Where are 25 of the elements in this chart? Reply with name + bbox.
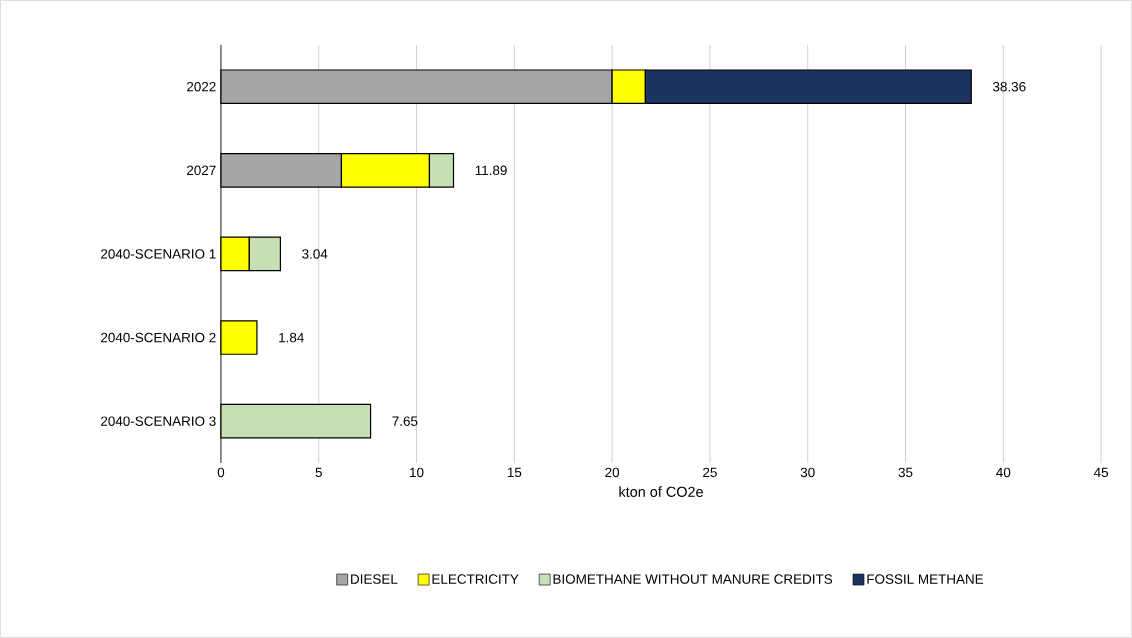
y-tick-label: 2040-SCENARIO 1: [101, 249, 216, 259]
x-tick-label: 5: [315, 467, 322, 478]
total-label: 1.84: [279, 332, 304, 343]
x-tick-label: 10: [410, 467, 424, 478]
y-tick-label: 2040-SCENARIO 3: [101, 416, 216, 426]
legend-label: BIOMETHANE WITHOUT MANURE CREDITS: [553, 574, 833, 584]
total-label: 7.65: [392, 416, 418, 426]
x-tick-label: 0: [217, 467, 225, 478]
x-tick-label: 25: [703, 467, 717, 478]
x-axis-title: kton of CO2e: [619, 486, 703, 497]
x-tick-label: 45: [1093, 467, 1109, 478]
y-tick-label: 2027: [187, 165, 216, 176]
x-tick-label: 40: [996, 467, 1011, 478]
legend-label: ELECTRICITY: [432, 574, 519, 584]
total-label: 11.89: [475, 165, 507, 176]
total-label: 38.36: [992, 81, 1026, 92]
y-tick-label: 2040-SCENARIO 2: [101, 332, 216, 343]
legend-label: FOSSIL METHANE: [867, 574, 984, 584]
legend-label: DIESEL: [351, 574, 398, 584]
y-tick-label: 2022: [187, 81, 216, 92]
x-tick-label: 35: [898, 467, 913, 478]
x-tick-label: 15: [507, 467, 522, 478]
x-tick-label: 30: [800, 467, 815, 478]
x-tick-label: 20: [605, 467, 620, 478]
total-label: 3.04: [302, 249, 328, 259]
